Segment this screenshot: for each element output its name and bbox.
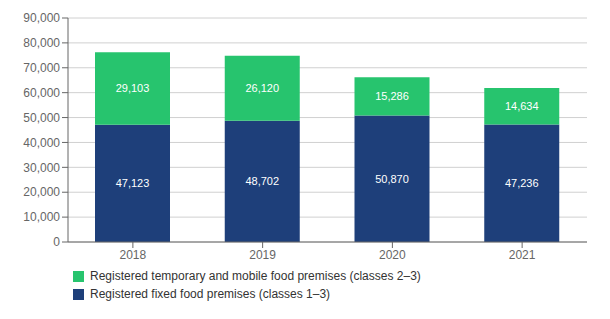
html-text:Registered fixed food premises: Registered fixed food premises (classes … xyxy=(90,287,331,301)
svg-text:15,286: 15,286 xyxy=(375,90,409,102)
svg-text:29,103: 29,103 xyxy=(116,82,150,94)
svg-text:80,000: 80,000 xyxy=(23,36,60,50)
svg-text:70,000: 70,000 xyxy=(23,61,60,75)
svg-text:60,000: 60,000 xyxy=(23,86,60,100)
html-text:Registered temporary and mobil: Registered temporary and mobile food pre… xyxy=(90,269,421,283)
svg-text:50,000: 50,000 xyxy=(23,111,60,125)
svg-text:50,870: 50,870 xyxy=(375,173,409,185)
svg-text:90,000: 90,000 xyxy=(23,11,60,25)
svg-text:2018: 2018 xyxy=(120,248,147,262)
svg-text:2020: 2020 xyxy=(379,248,406,262)
svg-text:47,123: 47,123 xyxy=(116,177,150,189)
svg-text:14,634: 14,634 xyxy=(505,100,539,112)
svg-text:48,702: 48,702 xyxy=(245,175,279,187)
svg-text:10,000: 10,000 xyxy=(23,210,60,224)
svg-text:26,120: 26,120 xyxy=(245,82,279,94)
svg-text:0: 0 xyxy=(53,235,60,249)
svg-text:2019: 2019 xyxy=(249,248,276,262)
svg-text:2021: 2021 xyxy=(509,248,536,262)
svg-text:40,000: 40,000 xyxy=(23,136,60,150)
svg-text:47,236: 47,236 xyxy=(505,177,539,189)
svg-text:30,000: 30,000 xyxy=(23,161,60,175)
svg-text:20,000: 20,000 xyxy=(23,185,60,199)
